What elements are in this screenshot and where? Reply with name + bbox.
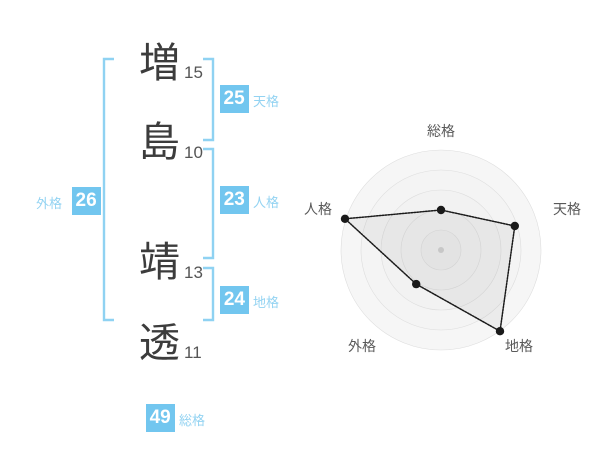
svg-text:地格: 地格 <box>505 336 533 356</box>
svg-text:総格: 総格 <box>427 121 455 141</box>
svg-text:天格: 天格 <box>553 199 581 219</box>
svg-text:外格: 外格 <box>348 336 376 356</box>
svg-text:人格: 人格 <box>304 199 332 219</box>
